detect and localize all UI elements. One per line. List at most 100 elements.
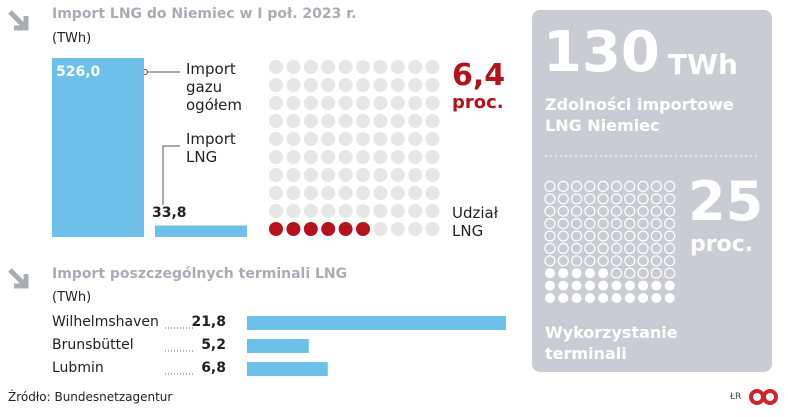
- waffle-cell-empty: [664, 267, 676, 279]
- waffle-cell-empty: [425, 222, 440, 236]
- waffle-cell: [545, 268, 555, 279]
- waffle-cell-empty: [408, 204, 423, 218]
- waffle-cell: [651, 293, 662, 303]
- waffle-cell-empty: [597, 205, 609, 217]
- waffle-cell-empty: [373, 186, 388, 200]
- waffle-cell-empty: [356, 150, 370, 164]
- unit: (TWh): [52, 290, 92, 305]
- waffle-cell-empty: [373, 78, 388, 92]
- share-label: Udział LNG: [452, 204, 498, 240]
- waffle-cell-empty: [321, 186, 336, 200]
- waffle-cell-empty: [356, 78, 370, 92]
- waffle-cell-empty: [650, 205, 663, 217]
- waffle-cell-empty: [624, 180, 636, 192]
- value-label: 33,8: [152, 205, 187, 221]
- logo-icon: [753, 393, 761, 401]
- waffle-cell-empty: [650, 230, 663, 242]
- waffle-cell-empty: [286, 132, 301, 146]
- waffle-cell-empty: [544, 205, 556, 217]
- waffle-cell-empty: [356, 186, 370, 200]
- waffle-cell-empty: [269, 114, 283, 128]
- waffle-cell-empty: [338, 168, 353, 182]
- waffle-cell: [584, 280, 595, 291]
- waffle-cell-empty: [544, 242, 556, 254]
- category-label: Import LNG: [186, 130, 236, 166]
- waffle-cell-empty: [356, 60, 370, 74]
- waffle-cell-empty: [269, 132, 283, 146]
- waffle-cell-empty: [584, 242, 596, 254]
- waffle-cell: [545, 293, 555, 303]
- waffle-cell: [598, 280, 609, 291]
- value-label: 6,8: [201, 360, 226, 376]
- waffle-cell-empty: [425, 168, 440, 182]
- waffle-cell-empty: [610, 193, 623, 205]
- waffle-cell-empty: [269, 186, 283, 200]
- waffle-cell-empty: [390, 60, 405, 74]
- waffle-cell-empty: [303, 168, 318, 182]
- waffle-cell-empty: [557, 230, 569, 242]
- waffle-cell-empty: [408, 60, 423, 74]
- waffle-cell-empty: [373, 96, 388, 110]
- waffle-cell-empty: [584, 218, 596, 230]
- waffle-cell-empty: [321, 150, 336, 164]
- title: Import poszczególnych terminali LNG: [52, 266, 348, 282]
- waffle-cell-empty: [269, 96, 283, 110]
- waffle-cell: [571, 268, 582, 279]
- waffle-cell-empty: [373, 132, 388, 146]
- waffle-cell-empty: [597, 218, 609, 230]
- waffle-cell-empty: [624, 218, 636, 230]
- waffle-cell-empty: [610, 267, 623, 279]
- bar: [52, 58, 144, 237]
- waffle-cell-empty: [356, 168, 370, 182]
- waffle-cell-empty: [597, 242, 609, 254]
- waffle-cell-empty: [624, 267, 636, 279]
- waffle-cell-empty: [610, 242, 623, 254]
- waffle-cell-empty: [390, 186, 405, 200]
- waffle-cell-empty: [425, 78, 440, 92]
- waffle-cell-empty: [544, 180, 556, 192]
- waffle-cell: [664, 293, 675, 303]
- bar: [247, 362, 328, 376]
- waffle-cell-empty: [286, 114, 301, 128]
- waffle-cell-empty: [303, 96, 318, 110]
- utilization-value: 25: [688, 170, 764, 233]
- waffle-cell-empty: [408, 132, 423, 146]
- waffle-cell-empty: [269, 60, 283, 74]
- bar: [247, 316, 506, 330]
- capacity-value: 130: [543, 20, 660, 85]
- waffle-cell-empty: [390, 222, 405, 236]
- waffle-cell-empty: [664, 230, 676, 242]
- waffle-cell-empty: [650, 193, 663, 205]
- waffle-cell-empty: [597, 193, 609, 205]
- waffle-cell-empty: [286, 150, 301, 164]
- category-label: Wilhelmshaven: [52, 314, 159, 330]
- waffle-cell-empty: [584, 205, 596, 217]
- waffle-cell-empty: [269, 78, 283, 92]
- waffle-cell-empty: [570, 242, 583, 254]
- capacity-unit: TWh: [668, 48, 738, 81]
- waffle-cell-empty: [321, 204, 336, 218]
- waffle-cell-empty: [408, 222, 423, 236]
- waffle-cell: [624, 280, 635, 291]
- value-label: 526,0: [56, 64, 101, 80]
- capacity-label: Zdolności importowe LNG Niemiec: [545, 95, 734, 135]
- waffle-cell: [598, 293, 609, 303]
- waffle-cell-empty: [610, 205, 623, 217]
- waffle-cell-empty: [584, 255, 596, 267]
- waffle-cell-empty: [664, 180, 676, 192]
- waffle-cell-empty: [408, 96, 423, 110]
- source: Źródło: Bundesnetzagentur: [8, 390, 173, 404]
- waffle-cell-empty: [303, 60, 318, 74]
- waffle-cell-empty: [303, 150, 318, 164]
- waffle-cell-empty: [557, 242, 569, 254]
- waffle-cell-empty: [624, 242, 636, 254]
- waffle-cell-empty: [373, 60, 388, 74]
- waffle-cell-empty: [373, 114, 388, 128]
- utilization-unit: proc.: [690, 232, 754, 257]
- waffle-cell-empty: [557, 218, 569, 230]
- waffle-cell-empty: [610, 230, 623, 242]
- waffle-cell-empty: [637, 218, 649, 230]
- waffle-cell-empty: [321, 60, 336, 74]
